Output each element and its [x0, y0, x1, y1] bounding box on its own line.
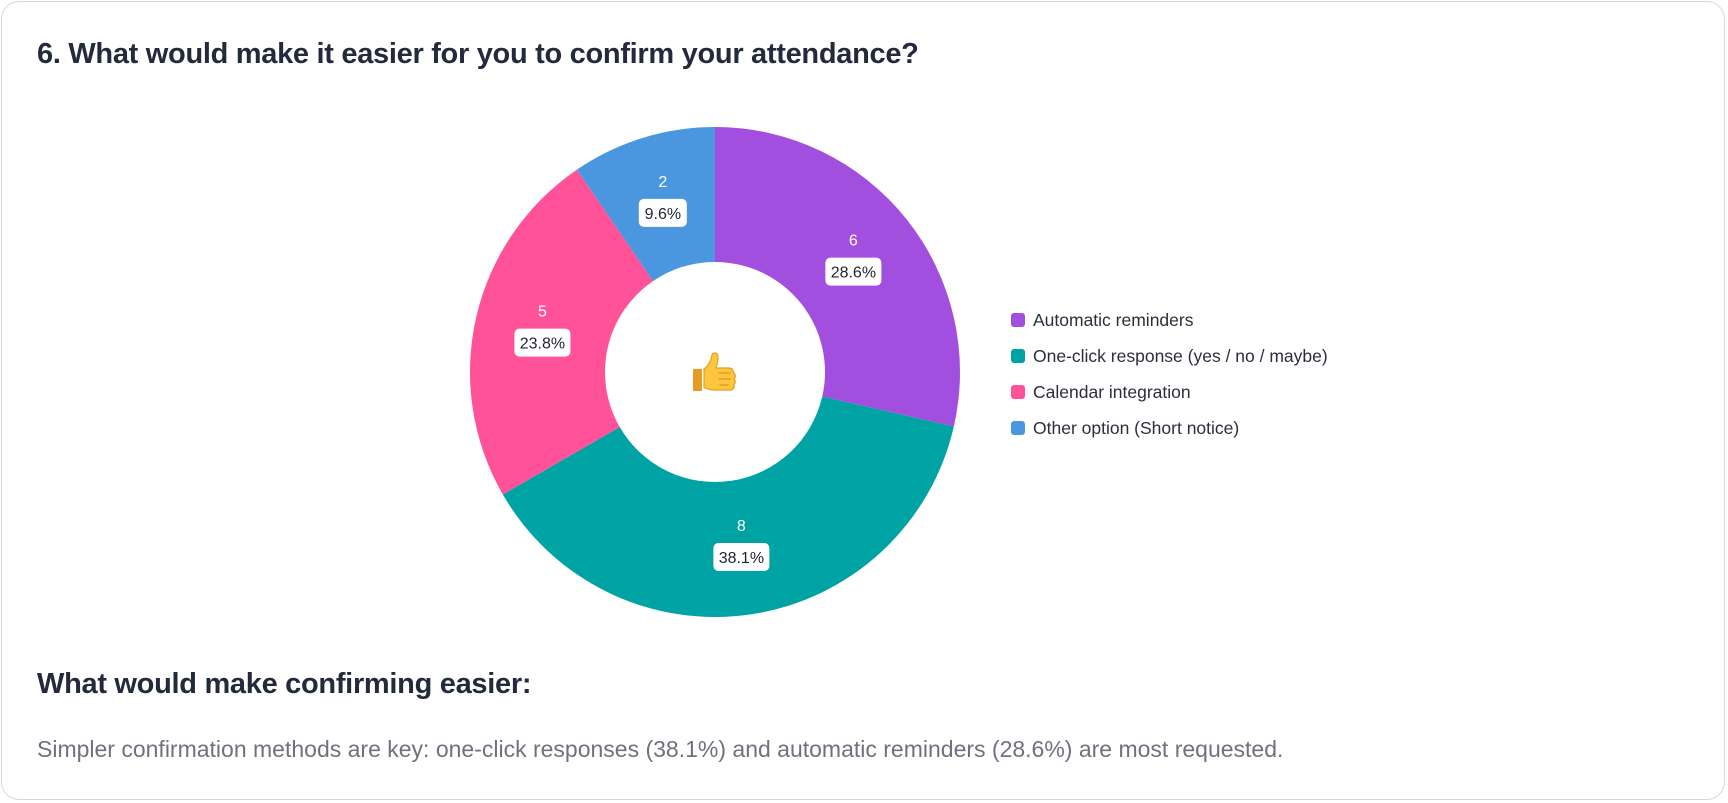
slice-percent-badge — [514, 328, 571, 357]
legend-swatch — [1011, 313, 1025, 327]
chart-legend: Automatic reminders One-click response (y… — [1011, 302, 1328, 446]
legend-swatch — [1011, 349, 1025, 363]
legend-label: Calendar integration — [1033, 381, 1191, 402]
legend-item[interactable]: Other option (Short notice) — [1011, 410, 1328, 446]
summary-text: Simpler confirmation methods are key: on… — [37, 736, 1284, 762]
legend-label: Automatic reminders — [1033, 309, 1194, 330]
legend-swatch — [1011, 385, 1025, 399]
slice-percent-label: 9.6% — [645, 206, 681, 223]
slice-count-label: 2 — [658, 174, 667, 191]
slice-percent-badge — [638, 198, 687, 227]
slice-count-label: 6 — [849, 233, 858, 250]
legend-item[interactable]: One-click response (yes / no / maybe) — [1011, 338, 1328, 374]
legend-item[interactable]: Automatic reminders — [1011, 302, 1328, 338]
question-title: 6. What would make it easier for you to … — [37, 38, 919, 70]
slice-percent-badge — [713, 543, 770, 572]
summary-heading: What would make confirming easier: — [37, 668, 532, 700]
slice-percent-label: 38.1% — [719, 550, 764, 567]
slice-percent-badge — [825, 257, 882, 286]
pie-slice[interactable] — [502, 396, 954, 617]
thumbs-up-icon — [693, 352, 736, 391]
legend-swatch — [1011, 421, 1025, 435]
slice-percent-label: 28.6% — [831, 265, 876, 282]
slice-count-label: 8 — [737, 518, 746, 535]
legend-label: One-click response (yes / no / maybe) — [1033, 345, 1328, 366]
legend-item[interactable]: Calendar integration — [1011, 374, 1328, 410]
legend-label: Other option (Short notice) — [1033, 417, 1240, 438]
slice-percent-label: 23.8% — [520, 336, 565, 353]
slice-count-label: 5 — [538, 304, 547, 321]
